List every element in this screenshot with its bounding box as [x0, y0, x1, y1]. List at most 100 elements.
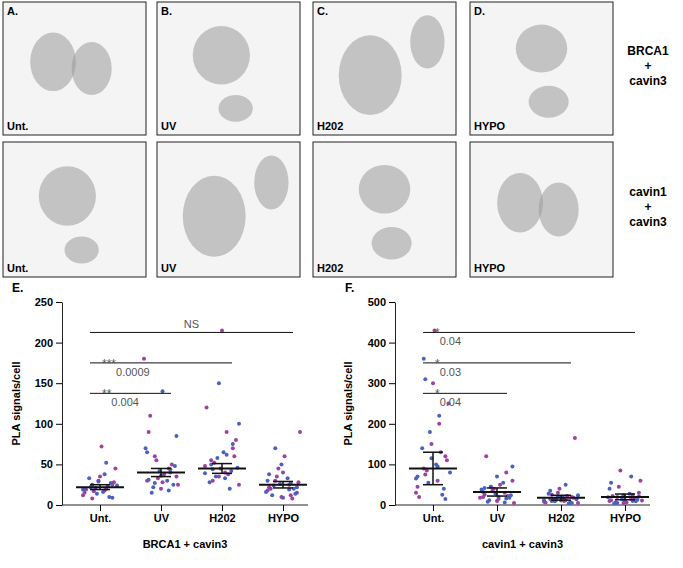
cell — [410, 15, 444, 68]
data-point — [269, 487, 273, 491]
data-point — [416, 475, 420, 479]
error-cap — [615, 499, 635, 501]
data-point — [420, 446, 424, 450]
data-point — [422, 357, 426, 361]
data-point — [273, 446, 277, 450]
error-bar — [151, 468, 171, 476]
data-point — [279, 462, 283, 466]
data-point — [573, 436, 577, 440]
data-point — [283, 454, 287, 458]
image-panel: UV — [157, 142, 300, 277]
data-point — [228, 487, 232, 491]
significance-label: *0.04 — [435, 326, 461, 347]
error-stem — [496, 488, 498, 496]
y-axis-title: PLA signals/cell — [342, 362, 354, 446]
image-panel: D.HYPO — [470, 2, 613, 135]
data-point — [225, 430, 229, 434]
data-point — [542, 498, 546, 502]
y-tick-label: 250 — [35, 296, 53, 308]
error-cap — [151, 476, 171, 478]
x-tick-mark — [433, 505, 434, 511]
y-tick: 400 — [368, 337, 395, 349]
data-point — [286, 476, 290, 480]
data-point — [176, 483, 180, 487]
data-point — [478, 496, 482, 500]
data-point — [203, 471, 207, 475]
panel-letter: C. — [317, 5, 328, 17]
panel-letter: B. — [161, 5, 172, 17]
cell — [516, 25, 567, 73]
data-point — [270, 493, 274, 497]
panel-frame — [470, 2, 613, 135]
cell — [359, 165, 410, 214]
error-stem — [624, 494, 626, 500]
data-point — [208, 480, 212, 484]
error-cap — [551, 495, 571, 497]
data-point — [267, 472, 271, 476]
data-point — [113, 466, 117, 470]
error-stem — [160, 468, 162, 476]
data-point — [237, 422, 241, 426]
data-point — [295, 485, 299, 489]
data-point — [429, 442, 433, 446]
y-tick-mark — [389, 464, 395, 465]
x-tick: UV — [490, 505, 506, 524]
error-bar — [487, 488, 507, 496]
y-tick: 250 — [35, 296, 62, 308]
error-bar — [423, 452, 443, 484]
data-point — [629, 475, 633, 479]
data-point — [225, 453, 229, 457]
error-cap — [551, 499, 571, 501]
data-point — [150, 491, 154, 495]
error-bar — [551, 495, 571, 500]
error-cap — [487, 495, 507, 497]
x-axis-title: cavin1 + cavin3 — [482, 538, 563, 550]
error-cap — [423, 451, 443, 453]
data-point — [165, 479, 169, 483]
data-point — [234, 438, 238, 442]
panel-title: F. — [345, 281, 354, 295]
data-point — [223, 476, 227, 480]
significance-stars: NS — [184, 318, 199, 330]
data-point — [510, 464, 514, 468]
data-point — [509, 493, 513, 497]
data-point — [443, 497, 447, 501]
y-tick: 150 — [35, 377, 62, 389]
y-tick: 300 — [368, 377, 395, 389]
data-point — [217, 381, 221, 385]
data-point — [570, 501, 574, 505]
x-axis: Unt.UVH202HYPO — [62, 505, 308, 524]
data-point — [637, 491, 641, 495]
treatment-label: HYPO — [474, 262, 506, 274]
error-bar — [90, 485, 110, 490]
data-point — [145, 450, 149, 454]
y-axis: 050100150200250 — [35, 296, 63, 511]
y-tick-label: 150 — [35, 377, 53, 389]
data-point — [414, 491, 418, 495]
data-point — [161, 389, 165, 393]
p-value: 0.04 — [440, 396, 461, 408]
x-tick: HYPO — [268, 505, 300, 524]
data-point — [148, 414, 152, 418]
data-point — [617, 485, 621, 489]
y-tick-label: 300 — [368, 377, 386, 389]
data-point — [437, 422, 441, 426]
data-point — [281, 471, 285, 475]
data-point — [167, 488, 171, 492]
y-tick-mark — [389, 343, 395, 344]
x-axis-line — [62, 505, 308, 506]
error-cap — [273, 481, 293, 483]
error-cap — [423, 484, 443, 486]
data-point — [174, 475, 178, 479]
data-point — [443, 454, 447, 458]
significance-stars: *** — [102, 357, 116, 371]
image-panel: C.H202 — [313, 2, 456, 135]
p-value: 0.0009 — [116, 366, 150, 378]
data-point — [159, 487, 163, 491]
significance-stars: ** — [102, 387, 112, 401]
x-axis-title: BRCA1 + cavin3 — [143, 538, 228, 550]
data-point — [431, 381, 435, 385]
y-tick-mark — [389, 505, 395, 506]
x-tick-label: Unt. — [90, 512, 111, 524]
row-label: BRCA1 — [627, 44, 669, 58]
